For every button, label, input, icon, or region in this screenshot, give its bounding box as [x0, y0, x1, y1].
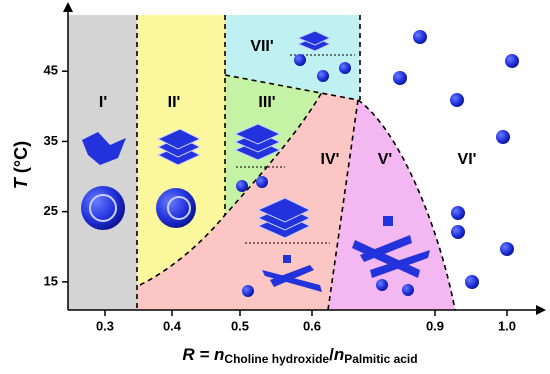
region-label: V' [378, 151, 392, 168]
y-tick-label: 45 [44, 63, 58, 78]
x-label-sub: Choline hydroxide [224, 352, 329, 366]
x-label-part: / [329, 345, 334, 364]
x-tick-label: 0.3 [96, 318, 114, 333]
boundaries [136, 15, 456, 311]
y-label-unit: (°C) [11, 141, 31, 178]
region-label: I' [99, 94, 107, 111]
y-tick-label: 35 [44, 133, 58, 148]
x-tick-label: 0.6 [303, 318, 321, 333]
region-label: IV' [321, 151, 340, 168]
x-label-part: R = [182, 345, 214, 364]
y-tick-label: 25 [44, 203, 58, 218]
x-tick-label: 0.5 [231, 318, 249, 333]
x-tick-label: 1.0 [498, 318, 516, 333]
region-label: VII' [250, 38, 273, 55]
axes [63, 2, 546, 315]
icons [81, 30, 519, 297]
regions [68, 15, 455, 310]
x-label-sub: Palmitic acid [344, 352, 417, 366]
x-label-part: n [214, 345, 224, 364]
y-axis-label: T (°C) [11, 141, 31, 189]
region-label: II' [168, 94, 181, 111]
x-axis-label: R = nCholine hydroxide/nPalmitic acid [182, 345, 417, 366]
x-tick-label: 0.9 [426, 318, 444, 333]
x-tick-label: 0.4 [163, 318, 182, 333]
region-label: VI' [458, 151, 477, 168]
x-label-part: n [334, 345, 344, 364]
y-label-var: T [11, 176, 31, 189]
region [137, 92, 358, 310]
region-label: III' [258, 94, 275, 111]
y-tick-label: 15 [44, 273, 58, 288]
